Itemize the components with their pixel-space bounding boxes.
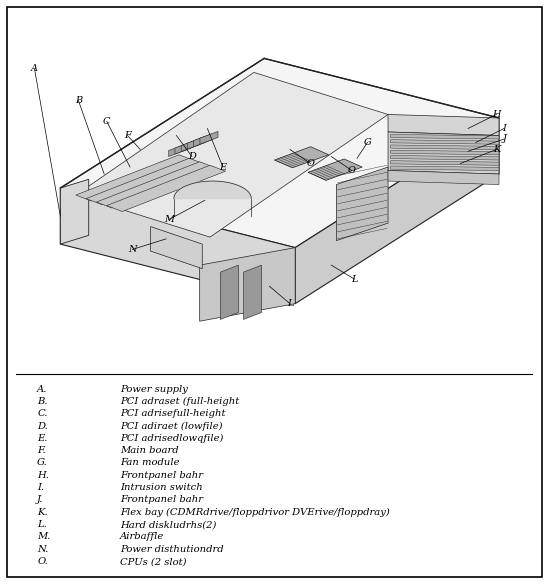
Text: Fan module: Fan module [120, 458, 179, 467]
Text: C: C [103, 117, 110, 126]
Polygon shape [60, 188, 295, 304]
Polygon shape [97, 162, 215, 208]
Text: H: H [492, 110, 501, 119]
Text: O: O [307, 159, 315, 168]
Text: K: K [493, 145, 500, 154]
Text: F.: F. [37, 446, 46, 455]
Polygon shape [390, 145, 499, 150]
Text: A.: A. [37, 384, 47, 394]
Polygon shape [390, 150, 499, 155]
Polygon shape [194, 134, 212, 147]
Text: M.: M. [37, 533, 51, 541]
Text: D: D [188, 152, 196, 161]
Text: L: L [287, 299, 293, 308]
Polygon shape [181, 139, 199, 152]
Polygon shape [390, 161, 499, 165]
Text: Frontpanel bahr: Frontpanel bahr [120, 495, 203, 505]
Text: I.: I. [37, 483, 44, 492]
Text: Main board: Main board [120, 446, 178, 455]
Text: PCI adraset (full-height: PCI adraset (full-height [120, 397, 239, 406]
Polygon shape [390, 140, 499, 144]
Polygon shape [150, 227, 202, 269]
Text: K.: K. [37, 507, 48, 517]
Text: Airbaffle: Airbaffle [120, 533, 164, 541]
Polygon shape [388, 114, 499, 135]
Text: O: O [348, 166, 356, 175]
Text: G: G [363, 138, 371, 147]
Text: F: F [124, 131, 131, 140]
Text: O.: O. [37, 557, 48, 566]
Text: Power supply: Power supply [120, 384, 188, 394]
Polygon shape [390, 166, 499, 171]
Polygon shape [169, 144, 187, 157]
Text: D.: D. [37, 422, 48, 430]
Text: J: J [502, 134, 506, 144]
Text: PCI adrisefull-height: PCI adrisefull-height [120, 409, 225, 418]
Text: E: E [220, 162, 226, 172]
Polygon shape [295, 118, 499, 304]
Text: C.: C. [37, 409, 47, 418]
Polygon shape [175, 141, 193, 154]
Text: CPUs (2 slot): CPUs (2 slot) [120, 557, 186, 566]
Polygon shape [244, 265, 261, 319]
Text: B: B [75, 96, 82, 105]
Polygon shape [76, 72, 388, 237]
Text: A: A [31, 64, 38, 74]
Polygon shape [76, 155, 194, 201]
Text: Hard diskludrhs(2): Hard diskludrhs(2) [120, 520, 216, 529]
Polygon shape [390, 155, 499, 160]
Polygon shape [337, 167, 388, 241]
Text: B.: B. [37, 397, 48, 406]
Polygon shape [274, 147, 329, 168]
Text: J.: J. [37, 495, 43, 505]
Polygon shape [187, 136, 205, 149]
Text: H.: H. [37, 471, 49, 480]
Polygon shape [388, 132, 499, 174]
Text: G.: G. [37, 458, 48, 467]
Text: PCI adiraet (lowfile): PCI adiraet (lowfile) [120, 422, 222, 430]
Text: L: L [351, 274, 358, 284]
Polygon shape [107, 165, 226, 211]
Text: M: M [164, 215, 173, 224]
Polygon shape [388, 171, 499, 185]
Text: Intrusion switch: Intrusion switch [120, 483, 203, 492]
Polygon shape [390, 134, 499, 139]
Polygon shape [220, 265, 238, 319]
Polygon shape [308, 159, 362, 180]
Polygon shape [60, 58, 499, 248]
Text: N: N [128, 245, 137, 254]
Polygon shape [200, 248, 295, 321]
Text: L.: L. [37, 520, 47, 529]
Polygon shape [200, 131, 218, 144]
Text: Power disthutiondrd: Power disthutiondrd [120, 545, 223, 554]
Text: PCI adrisedlowqfile): PCI adrisedlowqfile) [120, 434, 223, 443]
Text: E.: E. [37, 434, 47, 443]
Polygon shape [174, 181, 251, 199]
Polygon shape [86, 158, 205, 204]
Text: I: I [502, 124, 506, 133]
Text: Flex bay (CDMRdrive/floppdrivor DVErive/floppdray): Flex bay (CDMRdrive/floppdrivor DVErive/… [120, 507, 389, 517]
Text: N.: N. [37, 545, 48, 554]
Text: Frontpanel bahr: Frontpanel bahr [120, 471, 203, 480]
Polygon shape [60, 179, 89, 244]
